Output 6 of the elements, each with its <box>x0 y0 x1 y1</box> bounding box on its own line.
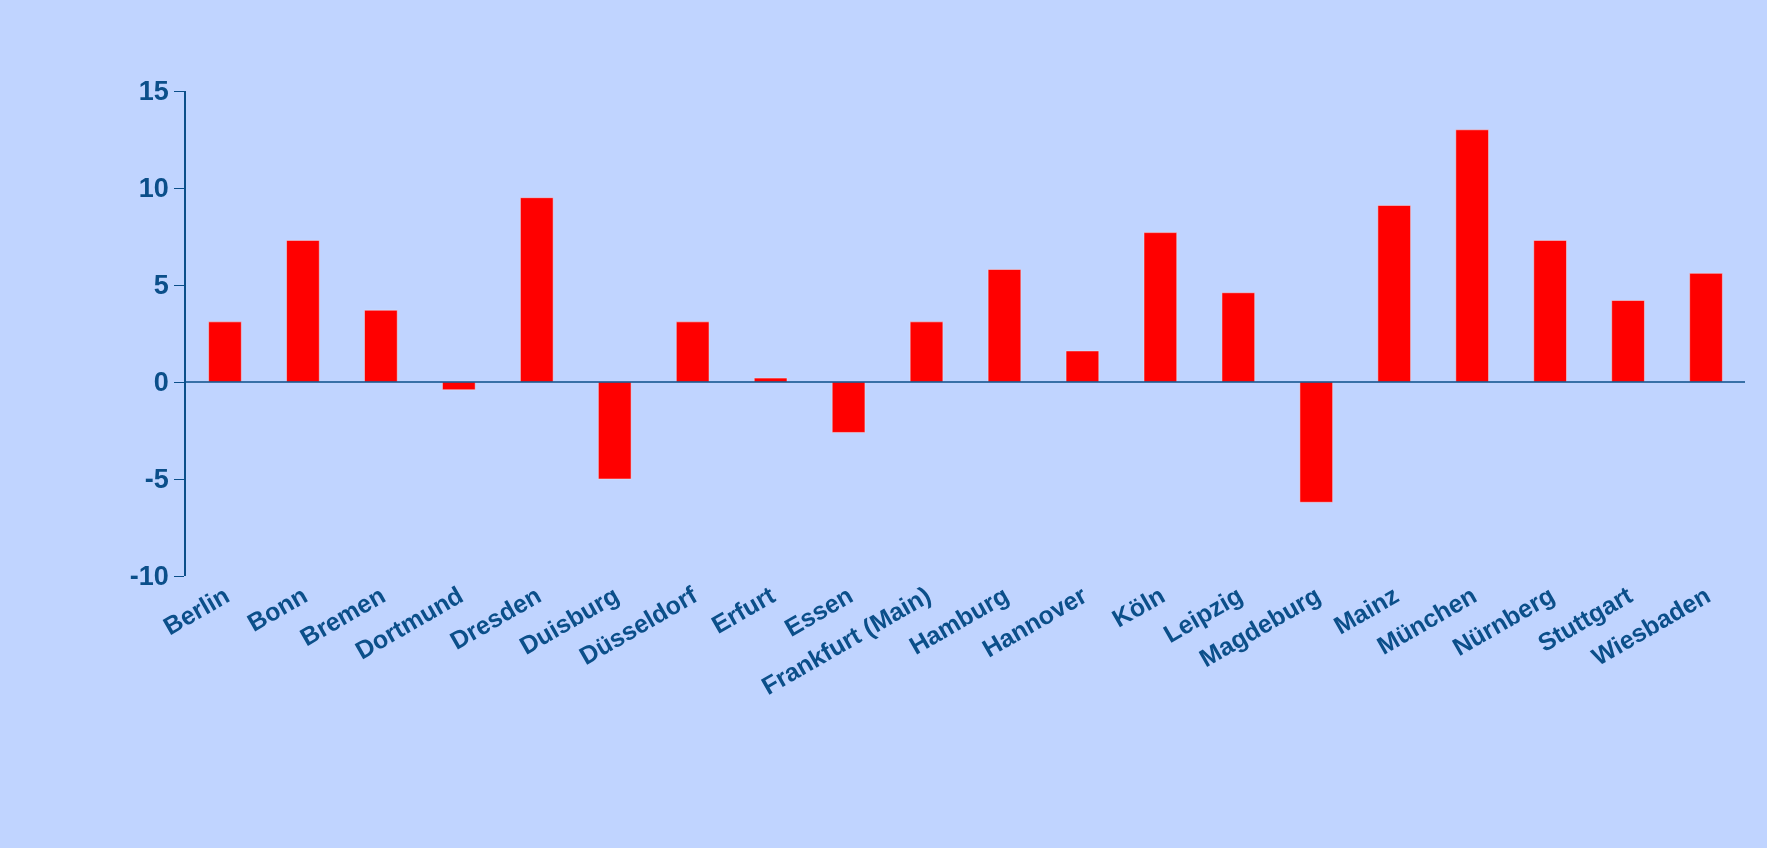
y-tick-label: 10 <box>138 173 169 204</box>
y-tick-label: 15 <box>138 76 169 107</box>
y-tick-label: -5 <box>144 464 169 495</box>
y-tick-label: 5 <box>153 270 169 301</box>
y-tick-label: 0 <box>153 367 169 398</box>
y-tick-label: -10 <box>129 561 169 592</box>
